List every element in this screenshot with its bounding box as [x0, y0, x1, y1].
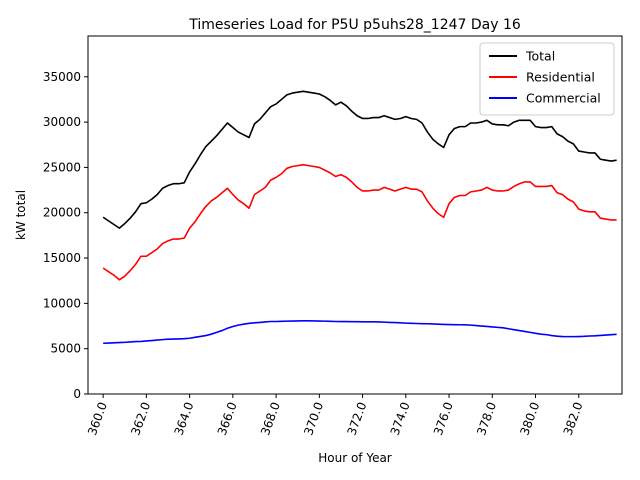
y-tick-label: 30000: [43, 115, 81, 129]
y-axis: 0 5000 10000 15000 20000 25000 30000 35000: [43, 70, 88, 401]
y-tick-label: 20000: [43, 206, 81, 220]
y-tick-label: 15000: [43, 251, 81, 265]
y-axis-title: kW total: [14, 190, 28, 240]
plot-frame: [87, 35, 623, 395]
x-axis-title: Hour of Year: [318, 451, 392, 465]
series-line-total: [102, 90, 617, 229]
legend-label-residential: Residential: [526, 70, 595, 85]
y-tick-label: 35000: [43, 70, 81, 84]
plot-area: [87, 35, 623, 395]
legend-label-commercial: Commercial: [526, 91, 601, 106]
series-line-commercial: [103, 320, 617, 345]
legend: Total Residential Commercial: [479, 42, 615, 116]
y-tick-label: 5000: [50, 342, 81, 356]
y-tick-label: 25000: [43, 160, 81, 174]
chart-title: Timeseries Load for P5U p5uhs28_1247 Day…: [188, 17, 521, 33]
y-tick-label: 10000: [43, 296, 81, 310]
series-line-residential: [102, 163, 617, 281]
legend-label-total: Total: [525, 49, 555, 64]
y-tick-label: 0: [73, 387, 81, 401]
